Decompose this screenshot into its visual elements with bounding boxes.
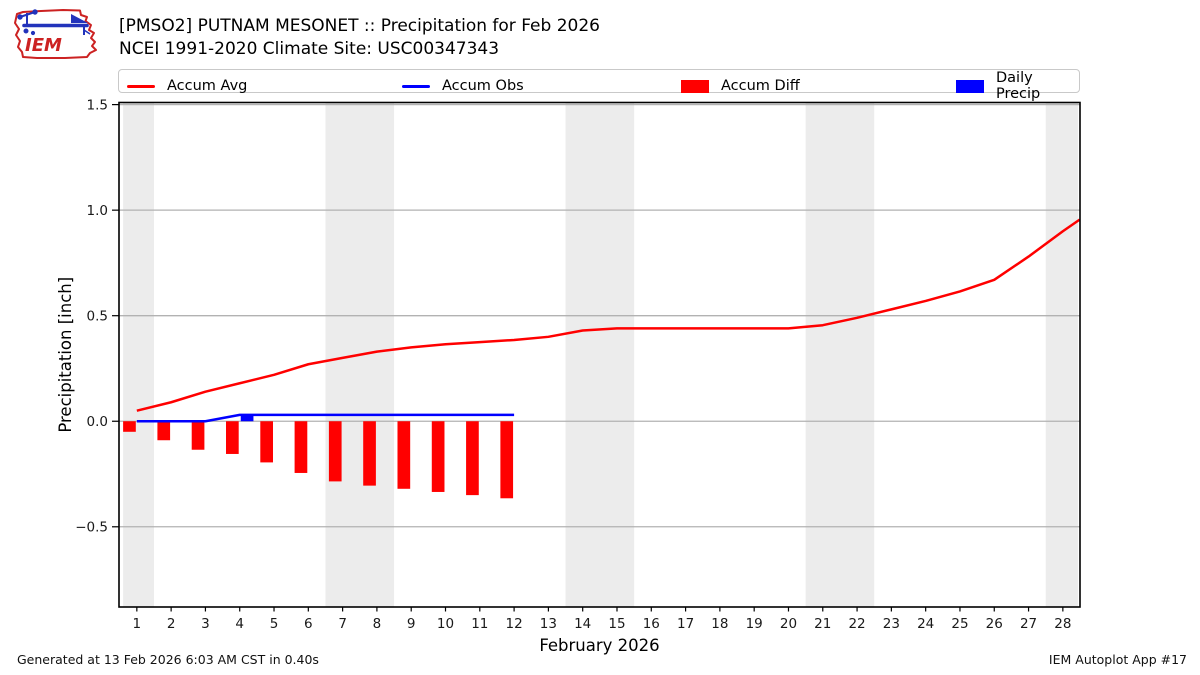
accum-diff-bar bbox=[500, 421, 514, 499]
daily-precip-bar bbox=[240, 414, 254, 422]
x-tick-label: 4 bbox=[235, 616, 244, 632]
x-tick-label: 2 bbox=[167, 616, 176, 632]
x-tick-label: 3 bbox=[201, 616, 210, 632]
footer-generated: Generated at 13 Feb 2026 6:03 AM CST in … bbox=[17, 652, 319, 667]
legend-item-daily-precip: Daily Precip bbox=[948, 70, 1079, 102]
legend-label: Accum Diff bbox=[721, 78, 800, 94]
iem-logo-text: IEM bbox=[25, 35, 62, 56]
x-tick-label: 25 bbox=[951, 616, 968, 632]
x-tick-label: 27 bbox=[1020, 616, 1037, 632]
accum-diff-bar bbox=[397, 421, 411, 489]
weekend-band bbox=[1045, 102, 1078, 607]
x-axis-label: February 2026 bbox=[539, 636, 659, 655]
accum-diff-bar bbox=[363, 421, 376, 486]
daily-precip-swatch-icon bbox=[956, 79, 984, 93]
x-tick-label: 6 bbox=[304, 616, 313, 632]
x-tick-label: 10 bbox=[437, 616, 454, 632]
x-tick-label: 15 bbox=[608, 616, 625, 632]
x-tick-label: 24 bbox=[917, 616, 934, 632]
footer-app: IEM Autoplot App #17 bbox=[1048, 652, 1187, 667]
chart-header: [PMSO2] PUTNAM MESONET :: Precipitation … bbox=[119, 15, 600, 60]
legend-label: Accum Obs bbox=[442, 78, 524, 94]
accum-diff-bar bbox=[157, 421, 171, 441]
y-tick-label: 0.0 bbox=[87, 414, 108, 430]
x-tick-label: 7 bbox=[338, 616, 347, 632]
x-tick-label: 13 bbox=[540, 616, 557, 632]
chart-title: [PMSO2] PUTNAM MESONET :: Precipitation … bbox=[119, 16, 600, 36]
accum-diff-swatch-icon bbox=[681, 79, 709, 93]
legend-label: Accum Avg bbox=[167, 78, 248, 94]
y-tick-label: 1.5 bbox=[87, 97, 108, 113]
legend: Accum Avg Accum Obs Accum Diff Daily Precip bbox=[118, 69, 1080, 102]
x-tick-label: 12 bbox=[506, 616, 523, 632]
iem-logo: IEM bbox=[7, 4, 107, 66]
accum-obs-line bbox=[136, 413, 515, 423]
accum-avg-line bbox=[136, 218, 1081, 412]
legend-label: Daily Precip bbox=[996, 70, 1041, 102]
weekend-band bbox=[565, 102, 635, 607]
x-tick-label: 26 bbox=[986, 616, 1003, 632]
x-tick-label: 23 bbox=[883, 616, 900, 632]
accum-obs-swatch-icon bbox=[402, 84, 430, 88]
x-tick-label: 22 bbox=[848, 616, 865, 632]
y-tick-label: 1.0 bbox=[87, 203, 108, 219]
legend-item-accum-diff: Accum Diff bbox=[673, 78, 948, 94]
y-tick-label: 0.5 bbox=[87, 308, 108, 324]
plot-border bbox=[118, 101, 1081, 608]
x-tick-label: 28 bbox=[1054, 616, 1071, 632]
accum-diff-bar bbox=[123, 421, 136, 432]
weather-vane-icon bbox=[17, 9, 91, 36]
x-tick-label: 19 bbox=[746, 616, 763, 632]
accum-diff-bar bbox=[431, 421, 445, 492]
chart-subtitle: NCEI 1991-2020 Climate Site: USC00347343 bbox=[119, 38, 500, 59]
x-tick-label: 18 bbox=[711, 616, 728, 632]
accum-diff-bar bbox=[466, 421, 479, 496]
x-tick-label: 9 bbox=[407, 616, 416, 632]
weekend-band bbox=[805, 102, 875, 607]
accum-diff-bar bbox=[260, 421, 273, 463]
accum-diff-bar bbox=[328, 421, 342, 482]
y-axis-label: Precipitation [inch] bbox=[56, 277, 75, 433]
x-tick-label: 16 bbox=[643, 616, 660, 632]
y-tick-label: −0.5 bbox=[75, 520, 108, 536]
x-tick-label: 1 bbox=[133, 616, 142, 632]
accum-avg-swatch-icon bbox=[127, 84, 155, 88]
accum-diff-bar bbox=[294, 421, 308, 473]
x-tick-label: 17 bbox=[677, 616, 694, 632]
x-tick-label: 5 bbox=[270, 616, 279, 632]
x-tick-label: 11 bbox=[471, 616, 488, 632]
legend-item-accum-obs: Accum Obs bbox=[394, 78, 673, 94]
legend-item-accum-avg: Accum Avg bbox=[119, 78, 394, 94]
x-tick-label: 21 bbox=[814, 616, 831, 632]
iem-logo-graphic: IEM bbox=[14, 9, 97, 59]
x-tick-label: 8 bbox=[373, 616, 382, 632]
x-tick-label: 14 bbox=[574, 616, 591, 632]
accum-diff-bar bbox=[226, 421, 239, 454]
x-tick-label: 20 bbox=[780, 616, 797, 632]
weekend-band bbox=[123, 102, 154, 607]
accum-diff-bar bbox=[191, 421, 205, 450]
